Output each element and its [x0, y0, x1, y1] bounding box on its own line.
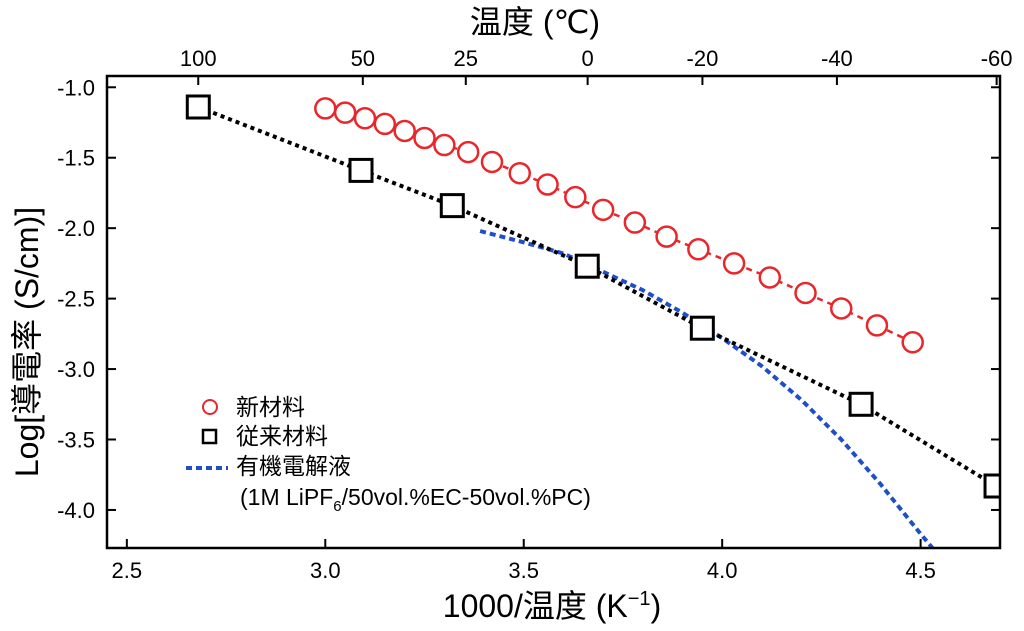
top-tick-label: 50 [351, 46, 375, 71]
top-axis-title: 温度 (℃) [470, 4, 600, 40]
legend-marker-conventional-material [201, 428, 218, 445]
y-tick-label: -2.0 [57, 216, 95, 241]
data-point-conventional-material [848, 391, 874, 417]
legend-label-new-material: 新材料 [236, 394, 305, 420]
x-tick-label: 2.5 [112, 558, 143, 583]
data-point-new-material [373, 112, 397, 136]
legend-marker-new-material [202, 399, 218, 415]
data-point-new-material [480, 150, 504, 174]
y-tick-label: -4.0 [57, 498, 95, 523]
x-axis-title: 1000/温度 (K−1) [443, 588, 661, 624]
legend-label-conventional-material: 従来材料 [236, 423, 328, 449]
data-point-new-material [687, 238, 710, 261]
data-point-new-material [314, 97, 337, 120]
y-axis-ticks: -1.0 -1.5 -2.0 -2.5 -3.0 -3.5 -4.0 [57, 75, 1000, 523]
x-axis-title-main: 1000/温度 (K [443, 588, 628, 624]
data-point-new-material [901, 331, 924, 354]
x-tick-label: 4.0 [707, 558, 738, 583]
data-point-conventional-material [439, 193, 465, 219]
top-axis-ticks: 100 50 25 0 -20 -40 -60 [180, 46, 1013, 85]
x-axis-ticks: 2.5 3.0 3.5 4.0 4.5 [112, 539, 936, 583]
data-point-new-material [758, 266, 782, 289]
data-point-conventional-material [689, 315, 715, 341]
plot-data [185, 94, 1000, 548]
x-tick-label: 4.5 [905, 558, 936, 583]
x-tick-label: 3.0 [310, 558, 341, 583]
legend: 新材料 従来材料 有機電解液 (1M LiPF6/50vol.%EC-50vol… [186, 394, 591, 515]
data-point-new-material [623, 211, 647, 234]
data-point-new-material [591, 198, 615, 222]
top-tick-label: 25 [454, 46, 478, 71]
legend-label-organic-electrolyte: 有機電解液 [236, 453, 351, 479]
data-point-new-material [393, 119, 416, 143]
y-tick-label: -1.5 [57, 146, 95, 171]
x-axis-title-sup: −1 [628, 588, 651, 610]
data-point-new-material [722, 252, 746, 275]
y-tick-label: -1.0 [57, 75, 95, 100]
data-point-new-material [536, 173, 559, 196]
data-point-new-material [655, 225, 678, 248]
x-axis-title-close: ) [651, 588, 662, 624]
top-tick-label: -60 [981, 46, 1013, 71]
series-line-new-material [325, 107, 914, 344]
legend-sublabel-part1: (1M LiPF [240, 484, 333, 510]
y-axis-title: Log[導電率 (S/cm)] [9, 207, 45, 477]
data-point-new-material [794, 281, 817, 305]
data-point-conventional-material [574, 253, 600, 279]
data-point-conventional-material [348, 157, 374, 183]
data-point-new-material [353, 107, 377, 130]
legend-sublabel-organic-electrolyte: (1M LiPF6/50vol.%EC-50vol.%PC) [240, 484, 591, 515]
data-point-new-material [564, 185, 587, 209]
data-point-new-material [456, 140, 480, 164]
data-point-new-material [829, 297, 853, 320]
plot-frame [105, 74, 1002, 550]
data-point-conventional-material [983, 473, 1000, 499]
legend-sublabel-subscript: 6 [333, 498, 341, 515]
y-tick-label: -3.5 [57, 428, 95, 453]
data-point-new-material [433, 133, 456, 157]
data-point-conventional-material [185, 94, 211, 120]
series-line-organic-electrolyte [479, 229, 935, 548]
legend-sublabel-part2: /50vol.%EC-50vol.%PC) [342, 484, 591, 510]
data-point-new-material [865, 314, 889, 337]
top-tick-label: -40 [821, 46, 853, 71]
data-point-new-material [413, 126, 436, 150]
data-point-new-material [508, 161, 532, 185]
y-tick-label: -3.0 [57, 357, 95, 382]
top-tick-label: 0 [582, 46, 594, 71]
data-point-new-material [333, 101, 357, 124]
top-tick-label: -20 [687, 46, 719, 71]
y-tick-label: -2.5 [57, 287, 95, 312]
x-tick-label: 3.5 [508, 558, 539, 583]
top-tick-label: 100 [180, 46, 217, 71]
